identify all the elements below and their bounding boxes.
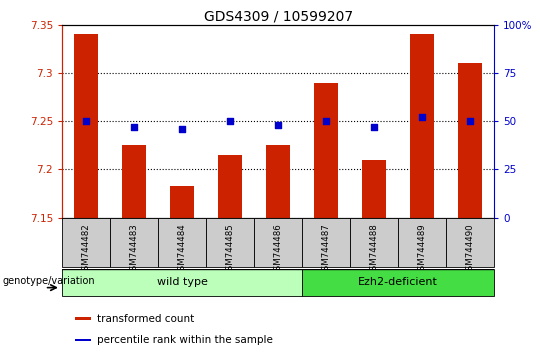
Bar	[362, 160, 386, 218]
Bar	[398, 218, 446, 267]
Bar	[75, 317, 91, 320]
Bar	[206, 218, 254, 267]
Text: GSM744489: GSM744489	[417, 224, 427, 276]
Bar	[458, 63, 482, 218]
Point	[274, 122, 282, 128]
Point	[418, 115, 427, 120]
Bar	[302, 218, 350, 267]
Bar	[314, 82, 338, 218]
Title: GDS4309 / 10599207: GDS4309 / 10599207	[204, 10, 353, 24]
Bar	[170, 186, 194, 218]
Bar	[122, 145, 146, 218]
Text: GSM744485: GSM744485	[226, 224, 234, 276]
Text: transformed count: transformed count	[97, 314, 194, 324]
Text: GSM744482: GSM744482	[82, 224, 91, 276]
Bar	[266, 145, 290, 218]
Bar	[62, 269, 302, 296]
Point	[370, 124, 379, 130]
Bar	[110, 218, 158, 267]
Text: GSM744486: GSM744486	[274, 224, 282, 276]
Text: Ezh2-deficient: Ezh2-deficient	[358, 277, 438, 287]
Text: GSM744483: GSM744483	[130, 224, 139, 276]
Bar	[218, 155, 242, 218]
Text: wild type: wild type	[157, 277, 207, 287]
Bar	[74, 34, 98, 218]
Text: GSM744484: GSM744484	[178, 224, 187, 276]
Bar	[158, 218, 206, 267]
Point	[130, 124, 138, 130]
Bar	[410, 34, 434, 218]
Bar	[350, 218, 398, 267]
Point	[226, 118, 234, 124]
Bar	[62, 218, 110, 267]
Text: percentile rank within the sample: percentile rank within the sample	[97, 335, 273, 345]
Bar	[75, 338, 91, 341]
Text: GSM744490: GSM744490	[465, 224, 475, 276]
Point	[322, 118, 330, 124]
Bar	[446, 218, 494, 267]
Text: GSM744488: GSM744488	[369, 224, 379, 276]
Text: GSM744487: GSM744487	[322, 224, 330, 276]
Point	[178, 126, 186, 132]
Text: genotype/variation: genotype/variation	[3, 276, 96, 286]
Point	[466, 118, 475, 124]
Point	[82, 118, 90, 124]
Bar	[302, 269, 494, 296]
Bar	[254, 218, 302, 267]
